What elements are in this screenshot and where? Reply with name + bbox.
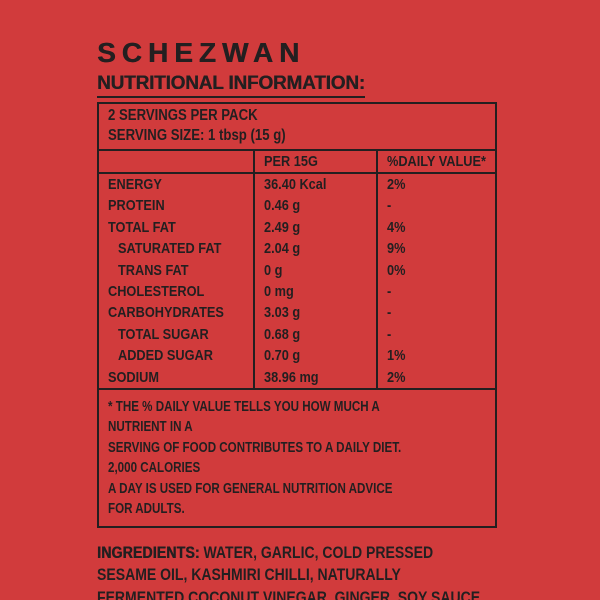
row-dv: - bbox=[376, 280, 495, 303]
row-amount: 2.49 g bbox=[253, 216, 376, 239]
section-title-wrap: NUTRITIONAL INFORMATION: bbox=[97, 73, 500, 98]
serving-info: 2 SERVINGS PER PACK SERVING SIZE: 1 tbsp… bbox=[99, 104, 495, 151]
table-header-row: PER 15G %DAILY VALUE* bbox=[99, 151, 495, 174]
table-row: PROTEIN 0.46 g - bbox=[99, 195, 495, 217]
row-label: ADDED SUGAR bbox=[118, 347, 213, 365]
row-dv: 0% bbox=[376, 259, 495, 281]
table-row: SODIUM 38.96 mg 2% bbox=[99, 366, 495, 388]
ingredients-wrap: INGREDIENTS: WATER, GARLIC, COLD PRESSED… bbox=[97, 542, 501, 600]
ingredients-label: INGREDIENTS: bbox=[97, 543, 200, 562]
row-label: ENERGY bbox=[108, 176, 162, 193]
table-row: CHOLESTEROL 0 mg - bbox=[99, 280, 495, 303]
serving-info-text: 2 SERVINGS PER PACK SERVING SIZE: 1 tbsp… bbox=[108, 107, 286, 144]
table-body: ENERGY 36.40 Kcal 2% PROTEIN 0.46 g - TO… bbox=[99, 174, 495, 390]
row-amount: 0.46 g bbox=[253, 195, 376, 217]
table-row: CARBOHYDRATES 3.03 g - bbox=[99, 302, 495, 324]
row-label: PROTEIN bbox=[108, 197, 165, 215]
column-header-nutrient bbox=[99, 151, 253, 172]
table-row: SATURATED FAT 2.04 g 9% bbox=[99, 238, 495, 260]
row-dv: 9% bbox=[376, 238, 495, 260]
row-amount: 0.70 g bbox=[253, 345, 376, 367]
row-label: SATURATED FAT bbox=[118, 240, 222, 258]
table-row: ADDED SUGAR 0.70 g 1% bbox=[99, 345, 495, 367]
row-label: CARBOHYDRATES bbox=[108, 304, 224, 322]
section-title: NUTRITIONAL INFORMATION: bbox=[97, 73, 365, 98]
ingredients-text: WATER, GARLIC, COLD PRESSED SESAME OIL, … bbox=[97, 543, 485, 600]
table-row: ENERGY 36.40 Kcal 2% bbox=[99, 174, 495, 196]
daily-value-footnote: * THE % DAILY VALUE TELLS YOU HOW MUCH A… bbox=[99, 390, 495, 526]
row-dv: - bbox=[376, 323, 495, 346]
row-label: SODIUM bbox=[108, 368, 159, 386]
row-amount: 2.04 g bbox=[253, 238, 376, 260]
product-name: SCHEZWAN bbox=[97, 37, 306, 68]
row-label: TOTAL FAT bbox=[108, 218, 176, 236]
row-dv: 2% bbox=[376, 366, 495, 388]
row-amount: 0 g bbox=[253, 259, 376, 281]
label-content: SCHEZWAN NUTRITIONAL INFORMATION: 2 SERV… bbox=[97, 38, 500, 600]
row-label: TOTAL SUGAR bbox=[118, 325, 209, 343]
column-header-daily-value: %DAILY VALUE* bbox=[376, 151, 503, 172]
column-header-per-15g: PER 15G bbox=[253, 151, 376, 172]
ingredients-section: INGREDIENTS: WATER, GARLIC, COLD PRESSED… bbox=[97, 542, 572, 600]
row-label: CHOLESTEROL bbox=[108, 282, 205, 300]
daily-value-footnote-text: * THE % DAILY VALUE TELLS YOU HOW MUCH A… bbox=[108, 398, 402, 518]
row-amount: 0.68 g bbox=[253, 323, 376, 346]
row-amount: 38.96 mg bbox=[253, 366, 376, 388]
table-row: TRANS FAT 0 g 0% bbox=[99, 259, 495, 281]
row-dv: - bbox=[376, 195, 495, 217]
row-amount: 36.40 Kcal bbox=[253, 174, 376, 196]
table-row: TOTAL FAT 2.49 g 4% bbox=[99, 216, 495, 239]
row-label: TRANS FAT bbox=[118, 261, 189, 279]
nutrition-table: 2 SERVINGS PER PACK SERVING SIZE: 1 tbsp… bbox=[97, 102, 497, 528]
row-dv: 2% bbox=[376, 174, 495, 196]
row-amount: 3.03 g bbox=[253, 302, 376, 324]
row-dv: 1% bbox=[376, 345, 495, 367]
row-dv: - bbox=[376, 302, 495, 324]
row-amount: 0 mg bbox=[253, 280, 376, 303]
row-dv: 4% bbox=[376, 216, 495, 239]
table-row: TOTAL SUGAR 0.68 g - bbox=[99, 323, 495, 346]
